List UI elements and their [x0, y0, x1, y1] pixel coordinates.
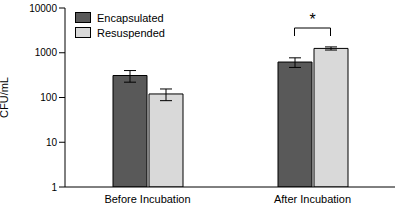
- svg-text:*: *: [309, 11, 315, 28]
- html-text:Resuspended: Resuspended: [97, 26, 165, 39]
- svg-text:Before Incubation: Before Incubation: [104, 193, 190, 205]
- svg-text:1000: 1000: [35, 47, 58, 58]
- svg-text:10000: 10000: [29, 3, 57, 14]
- svg-text:1: 1: [51, 182, 57, 193]
- html-text:Encapsulated: Encapsulated: [97, 11, 164, 24]
- svg-text:CFU/mL: CFU/mL: [8, 77, 10, 118]
- svg-text:After Incubation: After Incubation: [274, 193, 351, 205]
- svg-text:10: 10: [46, 137, 58, 148]
- svg-text:100: 100: [40, 92, 57, 103]
